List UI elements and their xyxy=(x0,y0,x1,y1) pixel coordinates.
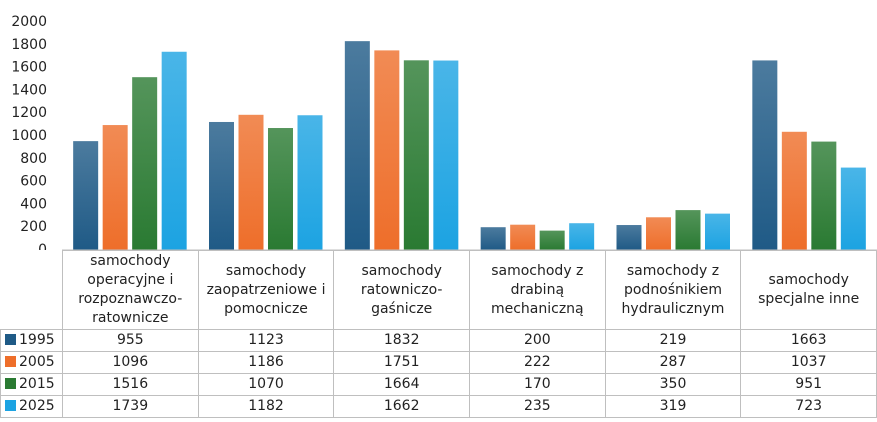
y-tick-label: 200 xyxy=(20,219,47,235)
value-cell: 1832 xyxy=(333,329,470,352)
value-cell: 723 xyxy=(740,395,877,418)
value-cell: 319 xyxy=(604,395,742,418)
value-cell: 1123 xyxy=(197,329,335,352)
value-cell: 1096 xyxy=(61,351,199,374)
bar xyxy=(539,230,565,250)
bar xyxy=(161,51,187,250)
y-tick-label: 1800 xyxy=(11,37,47,53)
bar xyxy=(344,41,370,250)
value-cell: 222 xyxy=(468,351,606,374)
header-row: samochody operacyjne i rozpoznawczo-rato… xyxy=(0,250,877,330)
legend-swatch xyxy=(5,356,16,367)
corner-cell xyxy=(0,250,63,330)
bar xyxy=(403,60,429,250)
value-cell: 287 xyxy=(604,351,742,374)
bar xyxy=(616,225,642,250)
value-cell: 170 xyxy=(468,373,606,396)
bar xyxy=(433,60,459,250)
value-cell: 1662 xyxy=(333,395,470,418)
bar xyxy=(132,77,158,250)
bar xyxy=(374,50,400,250)
bar xyxy=(268,128,293,250)
legend-label: 2005 xyxy=(19,354,55,370)
value-cell: 219 xyxy=(604,329,742,352)
y-tick-label: 1000 xyxy=(11,128,47,144)
bar xyxy=(102,125,128,250)
bar xyxy=(646,217,671,250)
y-tick-label: 0 xyxy=(38,242,47,250)
y-tick-label: 1600 xyxy=(11,60,47,76)
bar xyxy=(510,224,536,250)
value-cell: 1663 xyxy=(740,329,877,352)
bar xyxy=(73,141,99,250)
bar xyxy=(297,115,323,250)
value-cell: 1739 xyxy=(61,395,199,418)
chart: 0 200 400 600 800 1000 1200 1400 1600 1800 2000 xyxy=(11,14,877,250)
bar xyxy=(840,167,866,250)
y-tick-label: 600 xyxy=(20,174,47,190)
value-cell: 1516 xyxy=(61,373,199,396)
category-label: samochody ratowniczo-gaśnicze xyxy=(333,250,470,330)
value-cell: 1037 xyxy=(740,351,877,374)
data-row: 1995 955 1123 1832 200 219 1663 xyxy=(0,329,877,352)
legend-cell: 2015 xyxy=(0,373,63,396)
value-cell: 235 xyxy=(468,395,606,418)
category-label: samochody zaopatrzeniowe i pomocnicze xyxy=(197,250,335,330)
category-label: samochody z drabiną mechaniczną xyxy=(468,250,606,330)
y-tick-label: 1200 xyxy=(11,105,47,121)
y-tick-label: 1400 xyxy=(11,82,47,98)
data-row: 2015 1516 1070 1664 170 350 951 xyxy=(0,373,877,396)
category-label: samochody specjalne inne xyxy=(740,250,877,330)
bar xyxy=(781,131,807,250)
y-tick-label: 2000 xyxy=(11,14,47,30)
value-cell: 951 xyxy=(740,373,877,396)
legend-cell: 2005 xyxy=(0,351,63,374)
bar xyxy=(238,114,264,250)
data-table: samochody operacyjne i rozpoznawczo-rato… xyxy=(0,250,877,418)
legend-swatch xyxy=(5,378,16,389)
value-cell: 1182 xyxy=(197,395,335,418)
value-cell: 350 xyxy=(604,373,742,396)
legend-cell: 1995 xyxy=(0,329,63,352)
bar xyxy=(752,60,778,250)
value-cell: 200 xyxy=(468,329,606,352)
value-cell: 1664 xyxy=(333,373,470,396)
legend-label: 2025 xyxy=(19,398,55,414)
value-cell: 1070 xyxy=(197,373,335,396)
data-row: 2025 1739 1182 1662 235 319 723 xyxy=(0,395,877,418)
bar xyxy=(705,213,730,250)
bar xyxy=(209,121,234,250)
value-cell: 1751 xyxy=(333,351,470,374)
legend-swatch xyxy=(5,400,16,411)
y-tick-label: 800 xyxy=(20,151,47,167)
legend-label: 1995 xyxy=(19,332,55,348)
data-row: 2005 1096 1186 1751 222 287 1037 xyxy=(0,351,877,374)
bar xyxy=(675,210,701,250)
value-cell: 955 xyxy=(61,329,199,352)
bar xyxy=(480,227,506,250)
value-cell: 1186 xyxy=(197,351,335,374)
legend-label: 2015 xyxy=(19,376,55,392)
bar xyxy=(811,141,837,250)
category-label: samochody z podnośnikiem hydraulicznym xyxy=(604,250,742,330)
category-label: samochody operacyjne i rozpoznawczo-rato… xyxy=(61,250,199,330)
bar xyxy=(569,223,595,250)
y-tick-label: 400 xyxy=(20,196,47,212)
legend-swatch xyxy=(5,334,16,345)
legend-cell: 2025 xyxy=(0,395,63,418)
